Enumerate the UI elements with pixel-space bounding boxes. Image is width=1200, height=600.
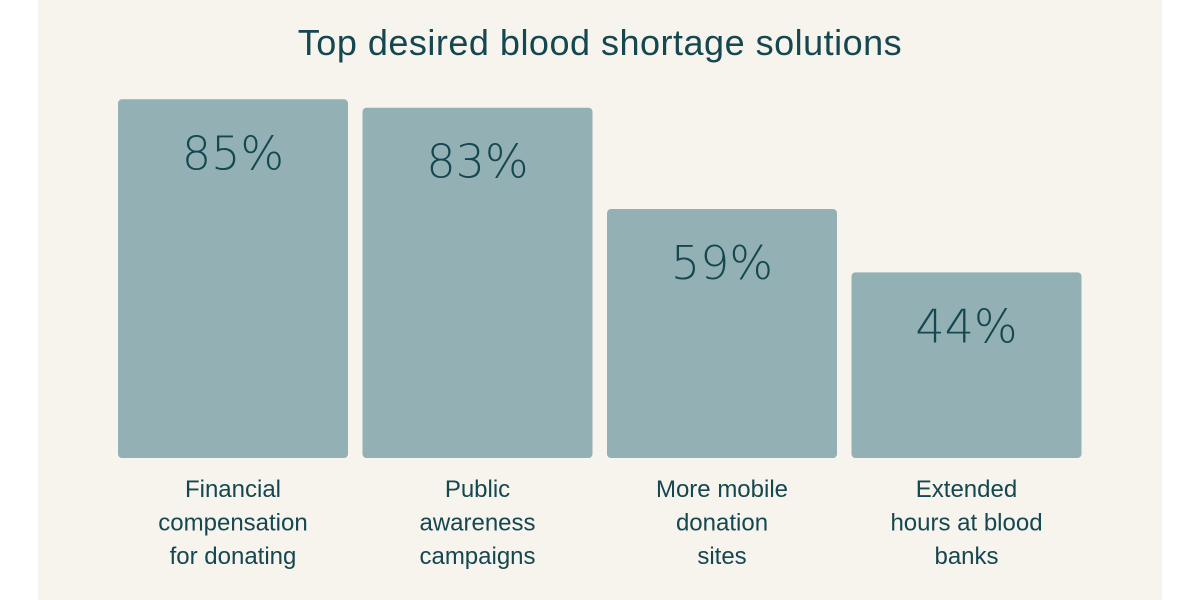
bar [118, 99, 348, 459]
bar-group: 44% Extended hours at blood banks [851, 272, 1082, 570]
category-label-line: banks [934, 543, 998, 570]
category-label: More mobile donation sites [656, 476, 788, 570]
category-label-line: compensation [158, 510, 307, 537]
category-label: Financial compensation for donating [158, 476, 307, 570]
bar-value-label: 85% [182, 126, 284, 180]
category-label-line: hours at blood [890, 510, 1042, 537]
bar-group: 83% Public awareness campaigns [362, 107, 593, 570]
category-label: Extended hours at blood banks [890, 476, 1042, 570]
bar [851, 272, 1082, 458]
bar [362, 107, 593, 459]
bar [607, 209, 837, 458]
chart-title: Top desired blood shortage solutions [297, 22, 903, 63]
category-label-line: awareness [419, 510, 535, 537]
category-label: Public awareness campaigns [419, 476, 535, 570]
bar-value-label: 44% [915, 299, 1017, 353]
category-label-line: More mobile [656, 476, 788, 503]
category-label-line: Public [445, 476, 510, 503]
bar-group: 85% Financial compensation for donating [118, 99, 348, 570]
bar-group: 59% More mobile donation sites [607, 209, 837, 570]
category-label-line: Extended [916, 476, 1017, 503]
bar-value-label: 83% [426, 135, 528, 189]
category-label-line: sites [697, 543, 746, 570]
category-label-line: campaigns [419, 543, 535, 570]
bar-value-label: 59% [671, 236, 773, 290]
category-label-line: for donating [170, 543, 297, 570]
category-label-line: donation [676, 510, 768, 537]
category-label-line: Financial [185, 476, 281, 503]
